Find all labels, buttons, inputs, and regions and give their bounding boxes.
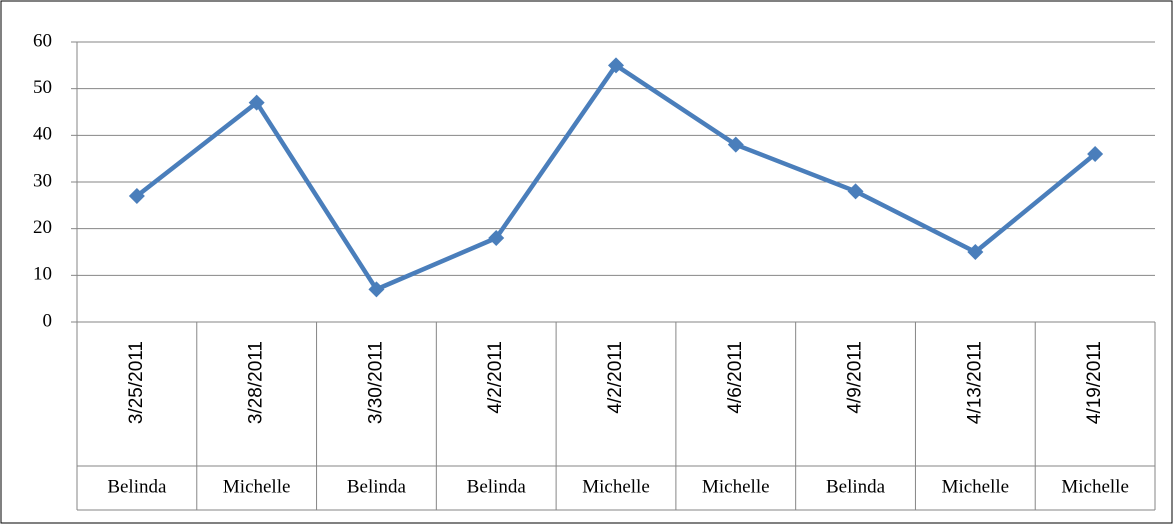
x-tick-label: 4/2/2011 bbox=[605, 341, 626, 414]
marker bbox=[608, 57, 624, 74]
marker bbox=[368, 281, 385, 298]
marker bbox=[248, 94, 265, 111]
y-tick-label: 10 bbox=[33, 264, 52, 285]
x-group-label: Belinda bbox=[347, 476, 407, 497]
marker bbox=[967, 244, 984, 260]
marker bbox=[488, 230, 505, 246]
x-group-label: Michelle bbox=[942, 476, 1010, 497]
x-tick-label: 4/6/2011 bbox=[725, 341, 746, 414]
marker bbox=[1087, 146, 1104, 162]
x-tick-label: 3/25/2011 bbox=[126, 341, 147, 424]
x-tick-label: 4/19/2011 bbox=[1084, 341, 1105, 424]
y-tick-label: 30 bbox=[33, 170, 52, 191]
marker bbox=[128, 188, 145, 204]
x-group-label: Michelle bbox=[702, 476, 770, 497]
x-group-label: Belinda bbox=[467, 476, 527, 497]
marker bbox=[727, 136, 744, 153]
marker bbox=[847, 183, 864, 200]
x-tick-label: 3/28/2011 bbox=[246, 341, 267, 424]
x-group-label: Belinda bbox=[107, 476, 167, 497]
y-tick-label: 60 bbox=[33, 30, 52, 51]
x-group-label: Michelle bbox=[582, 476, 650, 497]
x-tick-label: 3/30/2011 bbox=[365, 341, 386, 424]
y-tick-label: 0 bbox=[43, 310, 53, 331]
y-tick-label: 40 bbox=[33, 124, 52, 145]
line bbox=[135, 63, 1097, 292]
x-tick-label: 4/13/2011 bbox=[964, 341, 985, 424]
y-tick-label: 50 bbox=[33, 77, 52, 98]
x-group-label: Belinda bbox=[826, 476, 886, 497]
x-tick-label: 4/2/2011 bbox=[485, 341, 506, 414]
y-tick-label: 20 bbox=[33, 217, 52, 238]
x-group-label: Michelle bbox=[223, 476, 291, 497]
x-group-label: Michelle bbox=[1061, 476, 1129, 497]
x-tick-label: 4/9/2011 bbox=[845, 341, 866, 414]
